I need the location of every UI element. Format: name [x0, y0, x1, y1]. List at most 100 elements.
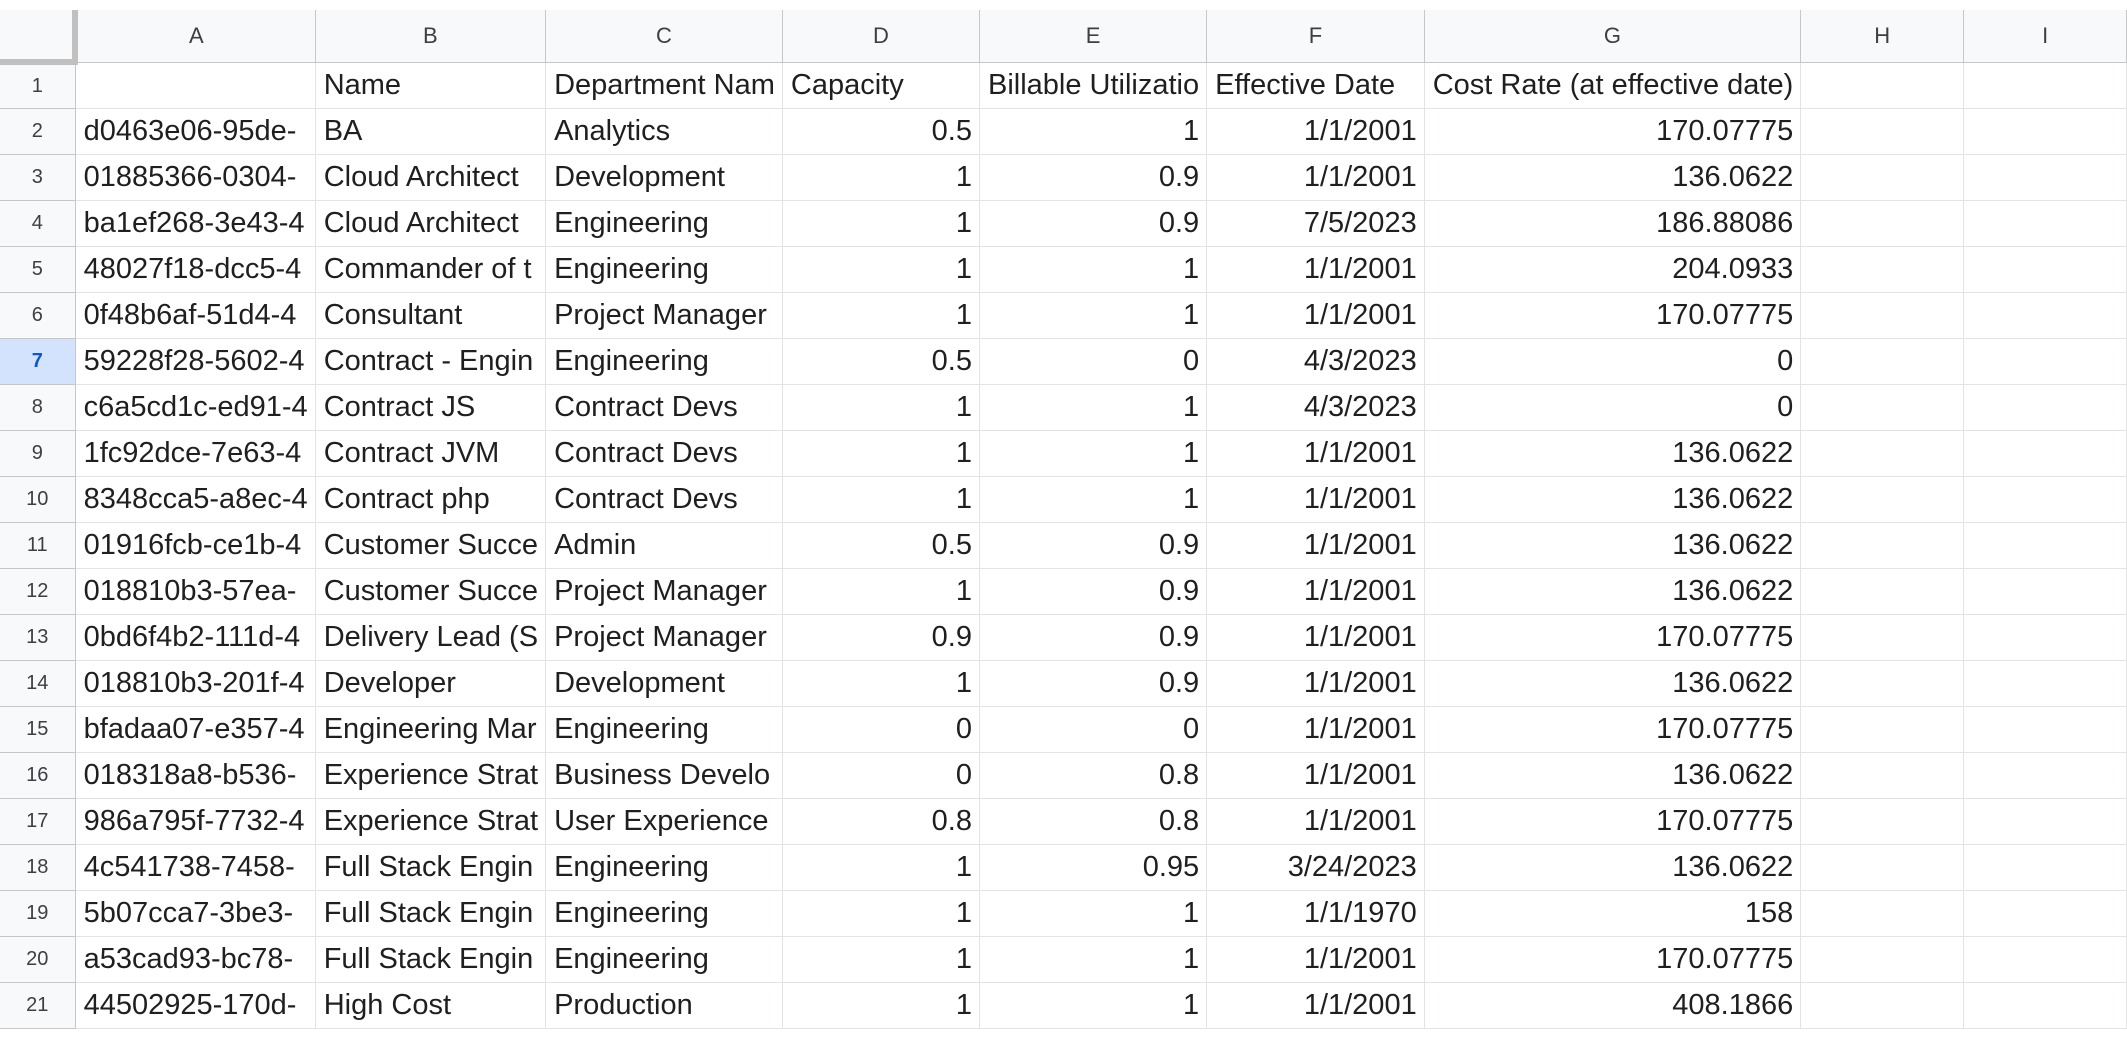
cell-a5[interactable]: 48027f18-dcc5-4: [75, 246, 316, 293]
cell-b15[interactable]: Engineering Mar: [315, 706, 547, 753]
cell-e16[interactable]: 0.8: [979, 752, 1208, 799]
cell-f13[interactable]: 1/1/2001: [1206, 614, 1425, 661]
cell-b6[interactable]: Consultant: [315, 292, 547, 339]
cell-f11[interactable]: 1/1/2001: [1206, 522, 1425, 569]
cell-b4[interactable]: Cloud Architect: [315, 200, 547, 247]
cell-e11[interactable]: 0.9: [979, 522, 1208, 569]
cell-f6[interactable]: 1/1/2001: [1206, 292, 1425, 339]
cell-f8[interactable]: 4/3/2023: [1206, 384, 1425, 431]
cell-g21[interactable]: 408.1866: [1424, 982, 1802, 1029]
cell-g16[interactable]: 136.0622: [1424, 752, 1802, 799]
column-header-c[interactable]: C: [545, 10, 783, 63]
cell-h3[interactable]: [1800, 154, 1965, 201]
cell-g12[interactable]: 136.0622: [1424, 568, 1802, 615]
cell-d9[interactable]: 1: [782, 430, 980, 477]
cell-e8[interactable]: 1: [979, 384, 1208, 431]
cell-d7[interactable]: 0.5: [782, 338, 980, 385]
cell-c21[interactable]: Production: [545, 982, 783, 1029]
cell-c9[interactable]: Contract Devs: [545, 430, 783, 477]
row-header-1[interactable]: 1: [0, 62, 76, 109]
cell-g14[interactable]: 136.0622: [1424, 660, 1802, 707]
cell-f21[interactable]: 1/1/2001: [1206, 982, 1425, 1029]
cell-c6[interactable]: Project Manager: [545, 292, 783, 339]
cell-d20[interactable]: 1: [782, 936, 980, 983]
row-header-2[interactable]: 2: [0, 108, 76, 155]
cell-b5[interactable]: Commander of t: [315, 246, 547, 293]
cell-a16[interactable]: 018318a8-b536-: [75, 752, 316, 799]
cell-a3[interactable]: 01885366-0304-: [75, 154, 316, 201]
cell-f9[interactable]: 1/1/2001: [1206, 430, 1425, 477]
cell-e13[interactable]: 0.9: [979, 614, 1208, 661]
cell-d11[interactable]: 0.5: [782, 522, 980, 569]
cell-g6[interactable]: 170.07775: [1424, 292, 1802, 339]
cell-e20[interactable]: 1: [979, 936, 1208, 983]
cell-e12[interactable]: 0.9: [979, 568, 1208, 615]
cell-c20[interactable]: Engineering: [545, 936, 783, 983]
cell-c18[interactable]: Engineering: [545, 844, 783, 891]
cell-i15[interactable]: [1963, 706, 2127, 753]
cell-f12[interactable]: 1/1/2001: [1206, 568, 1425, 615]
cell-f1[interactable]: Effective Date: [1206, 62, 1425, 109]
cell-c7[interactable]: Engineering: [545, 338, 783, 385]
cell-c17[interactable]: User Experience: [545, 798, 783, 845]
cell-h11[interactable]: [1800, 522, 1965, 569]
cell-a2[interactable]: d0463e06-95de-: [75, 108, 316, 155]
cell-i9[interactable]: [1963, 430, 2127, 477]
cell-d1[interactable]: Capacity: [782, 62, 980, 109]
row-header-13[interactable]: 13: [0, 614, 76, 661]
cell-e21[interactable]: 1: [979, 982, 1208, 1029]
cell-i21[interactable]: [1963, 982, 2127, 1029]
row-header-14[interactable]: 14: [0, 660, 76, 707]
cell-d4[interactable]: 1: [782, 200, 980, 247]
cell-f15[interactable]: 1/1/2001: [1206, 706, 1425, 753]
cell-h17[interactable]: [1800, 798, 1965, 845]
row-header-21[interactable]: 21: [0, 982, 76, 1029]
cell-g8[interactable]: 0: [1424, 384, 1802, 431]
cell-g20[interactable]: 170.07775: [1424, 936, 1802, 983]
cell-e19[interactable]: 1: [979, 890, 1208, 937]
cell-c5[interactable]: Engineering: [545, 246, 783, 293]
cell-c16[interactable]: Business Develo: [545, 752, 783, 799]
cell-h21[interactable]: [1800, 982, 1965, 1029]
cell-i18[interactable]: [1963, 844, 2127, 891]
cell-a8[interactable]: c6a5cd1c-ed91-4: [75, 384, 316, 431]
cell-c3[interactable]: Development: [545, 154, 783, 201]
cell-e3[interactable]: 0.9: [979, 154, 1208, 201]
cell-d13[interactable]: 0.9: [782, 614, 980, 661]
cell-b20[interactable]: Full Stack Engin: [315, 936, 547, 983]
cell-f20[interactable]: 1/1/2001: [1206, 936, 1425, 983]
column-header-d[interactable]: D: [782, 10, 980, 63]
column-header-a[interactable]: A: [75, 10, 316, 63]
cell-i4[interactable]: [1963, 200, 2127, 247]
cell-h6[interactable]: [1800, 292, 1965, 339]
cell-f4[interactable]: 7/5/2023: [1206, 200, 1425, 247]
cell-e17[interactable]: 0.8: [979, 798, 1208, 845]
row-header-6[interactable]: 6: [0, 292, 76, 339]
cell-h19[interactable]: [1800, 890, 1965, 937]
cell-e6[interactable]: 1: [979, 292, 1208, 339]
cell-i11[interactable]: [1963, 522, 2127, 569]
cell-f14[interactable]: 1/1/2001: [1206, 660, 1425, 707]
cell-d10[interactable]: 1: [782, 476, 980, 523]
cell-d3[interactable]: 1: [782, 154, 980, 201]
cell-h20[interactable]: [1800, 936, 1965, 983]
cell-g5[interactable]: 204.0933: [1424, 246, 1802, 293]
cell-i14[interactable]: [1963, 660, 2127, 707]
row-header-8[interactable]: 8: [0, 384, 76, 431]
cell-i6[interactable]: [1963, 292, 2127, 339]
cell-e5[interactable]: 1: [979, 246, 1208, 293]
cell-h12[interactable]: [1800, 568, 1965, 615]
column-header-g[interactable]: G: [1424, 10, 1802, 63]
cell-e15[interactable]: 0: [979, 706, 1208, 753]
cell-b13[interactable]: Delivery Lead (S: [315, 614, 547, 661]
cell-i12[interactable]: [1963, 568, 2127, 615]
cell-f16[interactable]: 1/1/2001: [1206, 752, 1425, 799]
cell-b14[interactable]: Developer: [315, 660, 547, 707]
cell-e4[interactable]: 0.9: [979, 200, 1208, 247]
cell-f5[interactable]: 1/1/2001: [1206, 246, 1425, 293]
cell-g15[interactable]: 170.07775: [1424, 706, 1802, 753]
cell-h5[interactable]: [1800, 246, 1965, 293]
cell-a21[interactable]: 44502925-170d-: [75, 982, 316, 1029]
cell-b9[interactable]: Contract JVM: [315, 430, 547, 477]
cell-i8[interactable]: [1963, 384, 2127, 431]
